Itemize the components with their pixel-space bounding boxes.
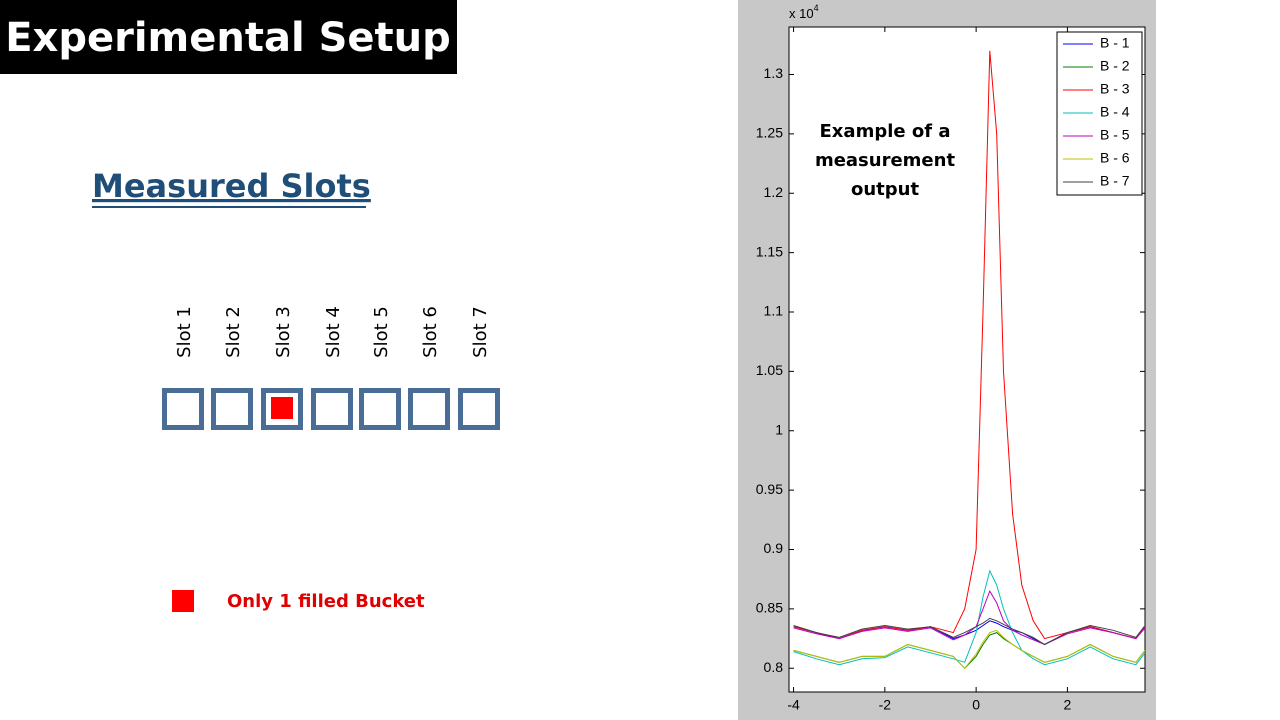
key-swatch	[172, 590, 194, 612]
y-tick-label: 0.8	[764, 659, 784, 675]
axis-multiplier: x 104	[789, 3, 819, 21]
y-tick-label: 0.85	[756, 600, 783, 616]
legend-label: B - 5	[1100, 127, 1130, 143]
slot-label: Slot 1	[174, 306, 195, 358]
x-tick-label: -2	[879, 697, 892, 713]
slot-fill	[271, 397, 293, 419]
annotation: Example of a	[820, 121, 951, 142]
slot-label: Slot 7	[470, 306, 491, 358]
series-line	[793, 629, 1146, 670]
legend-label: B - 3	[1100, 81, 1130, 97]
y-tick-label: 1.25	[756, 125, 783, 141]
slot-box	[359, 388, 401, 430]
slot-box	[261, 388, 303, 430]
y-tick-label: 1.1	[764, 303, 784, 319]
y-tick-label: 1.2	[764, 184, 784, 200]
y-tick-label: 1	[775, 421, 783, 437]
legend-label: B - 7	[1100, 173, 1130, 189]
multiplier-base: x 10	[789, 6, 814, 21]
multiplier-exponent: 4	[814, 3, 819, 13]
y-tick-label: 1.3	[764, 65, 784, 81]
slot-label: Slot 4	[323, 306, 344, 358]
slot-box	[162, 388, 204, 430]
legend-label: B - 2	[1100, 58, 1130, 74]
slot-label: Slot 6	[420, 306, 441, 358]
slot-box	[458, 388, 500, 430]
slot-box	[311, 388, 353, 430]
slot-label: Slot 5	[371, 306, 392, 358]
y-tick-label: 0.9	[764, 540, 784, 556]
slot-label: Slot 3	[273, 306, 294, 358]
legend-label: B - 4	[1100, 104, 1130, 120]
title-box	[0, 0, 457, 74]
key-note: Only 1 filled Bucket	[227, 591, 425, 612]
series-line	[793, 617, 1146, 646]
y-tick-label: 1.05	[756, 362, 783, 378]
slot-label: Slot 2	[223, 306, 244, 358]
series-line	[793, 589, 1146, 646]
x-tick-label: 0	[972, 697, 980, 713]
x-tick-label: 2	[1064, 697, 1072, 713]
legend-label: B - 1	[1100, 35, 1130, 51]
y-tick-label: 0.95	[756, 481, 783, 497]
annotation: measurement	[815, 150, 956, 171]
y-tick-label: 1.15	[756, 243, 783, 259]
legend-label: B - 6	[1100, 150, 1130, 166]
series-line	[793, 569, 1146, 666]
annotation: output	[851, 179, 919, 200]
plot: 0.8 0.85 0.9 0.95 1 1.05 1.1 1.15 1.2 1.25 1.3 -4 -2…	[756, 27, 1146, 713]
slot-box	[211, 388, 253, 430]
section-heading: Measured Slots	[92, 167, 371, 205]
x-tick-label: -4	[787, 697, 800, 713]
slot-box	[408, 388, 450, 430]
slide-title: Experimental Setup	[5, 15, 451, 61]
